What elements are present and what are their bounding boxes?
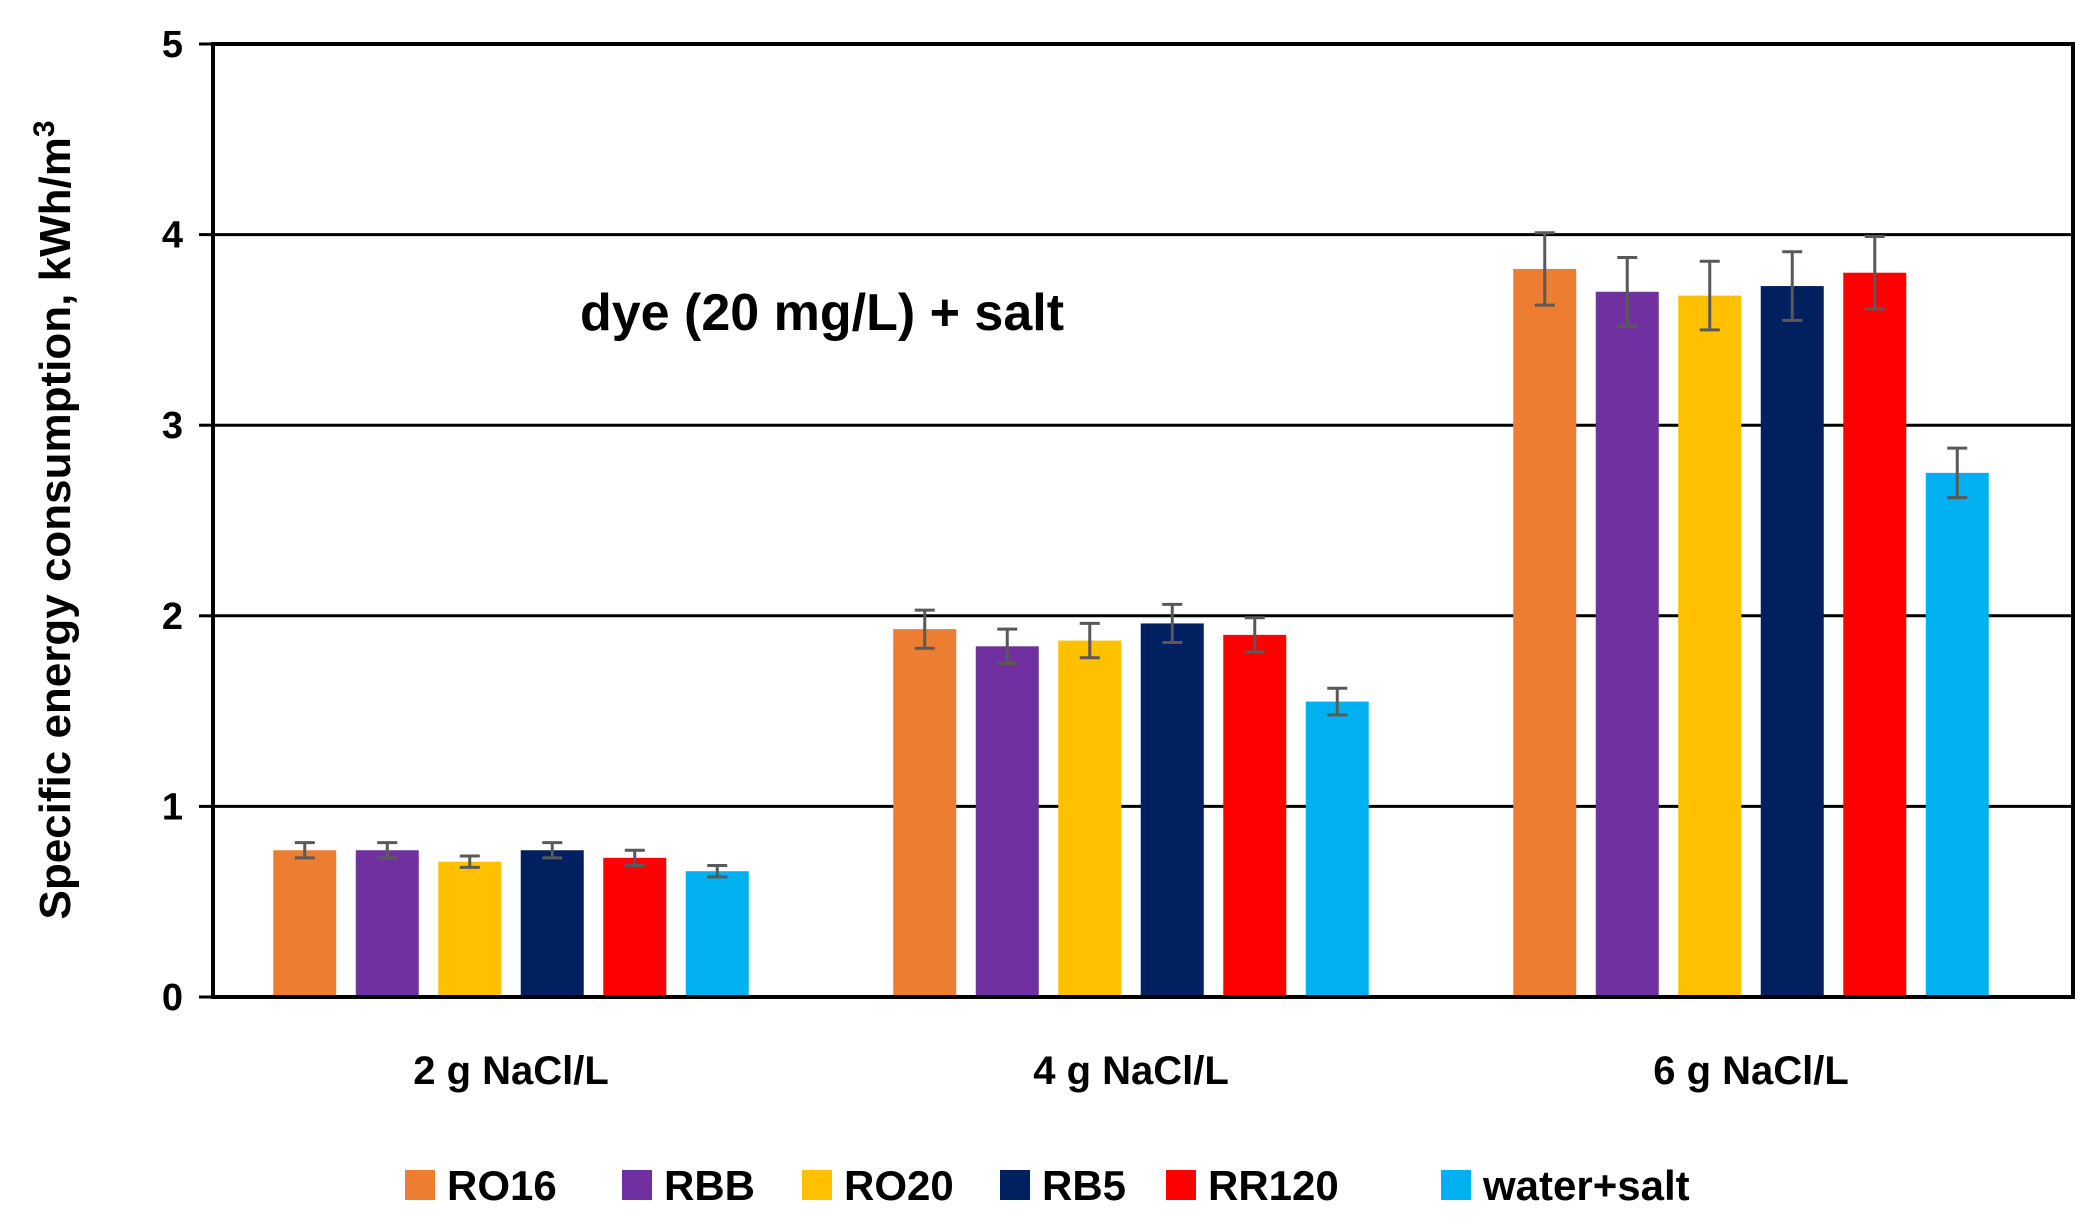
bar-water-salt-1 (685, 871, 749, 997)
bar-rr120-1 (603, 857, 667, 997)
legend-swatch (1166, 1170, 1196, 1200)
bar-rbb-1 (355, 850, 419, 997)
error-bar (1534, 231, 1555, 307)
x-axis-labels: 2 g NaCl/L 4 g NaCl/L 6 g NaCl/L (413, 1049, 1849, 1093)
legend-item: RB5 (1000, 1162, 1126, 1209)
bar-ro16-3 (1513, 268, 1577, 998)
x-category-label: 2 g NaCl/L (413, 1049, 609, 1093)
error-bar (294, 841, 315, 860)
legend-item: RO16 (405, 1162, 557, 1209)
y-axis-title: Specific energy consumption, kWh/m3 (28, 120, 80, 919)
legend-item: water+salt (1441, 1162, 1690, 1209)
chart-annotation: dye (20 mg/L) + salt (580, 284, 1064, 342)
error-bar (1162, 602, 1183, 644)
y-tick-label: 4 (162, 215, 183, 257)
bar-rr120-3 (1843, 272, 1907, 998)
legend-swatch (1441, 1170, 1471, 1200)
bar-rb5-2 (1140, 623, 1204, 997)
legend-label: RB5 (1042, 1162, 1126, 1209)
bar-water-salt-2 (1305, 701, 1369, 997)
legend-label: RO16 (447, 1162, 557, 1209)
legend-swatch (405, 1170, 435, 1200)
legend-item: RBB (622, 1162, 755, 1209)
bar-ro16-2 (893, 629, 957, 997)
error-bar (1782, 250, 1803, 322)
error-bar (1617, 255, 1638, 328)
y-axis-ticks: 0 1 2 3 4 5 (162, 24, 213, 1019)
bar-rbb-3 (1595, 291, 1659, 997)
legend-label: RBB (664, 1162, 755, 1209)
y-tick-label: 3 (162, 405, 183, 447)
bar-rbb-2 (975, 646, 1039, 997)
y-tick-label: 5 (162, 24, 183, 66)
bar-ro16-1 (273, 850, 337, 997)
bar-water-salt-3 (1925, 472, 1989, 998)
legend-item: RR120 (1166, 1162, 1339, 1209)
error-bar (1079, 621, 1100, 660)
error-bar (624, 848, 645, 867)
error-bar (914, 608, 935, 650)
error-bar (997, 627, 1018, 665)
x-category-label: 6 g NaCl/L (1653, 1049, 1849, 1093)
legend-item: RO20 (802, 1162, 954, 1209)
error-bar (459, 854, 480, 869)
error-bar (1244, 616, 1265, 654)
bar-rb5-1 (520, 850, 584, 997)
x-category-label: 4 g NaCl/L (1033, 1049, 1229, 1093)
y-tick-label: 0 (162, 977, 183, 1019)
bar-series (273, 268, 1989, 998)
error-bar (1327, 686, 1348, 717)
error-bar (1947, 446, 1968, 500)
legend-label: water+salt (1482, 1162, 1690, 1209)
error-bar (707, 863, 728, 879)
legend-swatch (622, 1170, 652, 1200)
error-bar (1864, 235, 1885, 311)
legend-swatch (802, 1170, 832, 1200)
bar-ro20-2 (1058, 640, 1122, 997)
error-bar (542, 841, 563, 860)
plot-frame (211, 42, 2075, 999)
bar-ro20-3 (1678, 295, 1742, 997)
bar-rb5-3 (1760, 286, 1824, 997)
legend: RO16 RBB RO20 RB5 RR120 water+salt (405, 1162, 1690, 1209)
y-tick-label: 1 (162, 786, 183, 828)
error-bar (1699, 259, 1720, 332)
y-tick-label: 2 (162, 596, 183, 638)
legend-swatch (1000, 1170, 1030, 1200)
bar-rr120-2 (1223, 634, 1287, 997)
bar-ro20-1 (438, 861, 502, 997)
legend-label: RO20 (844, 1162, 954, 1209)
legend-label: RR120 (1208, 1162, 1339, 1209)
error-bars (294, 231, 1968, 879)
error-bar (377, 841, 398, 860)
